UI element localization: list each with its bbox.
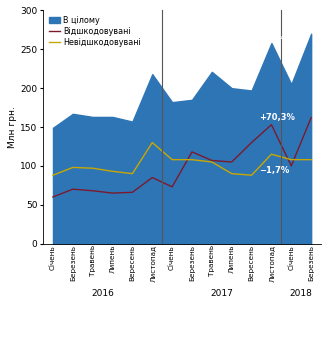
Legend: В цілому, Відшкодовувані, Невідшкодовувані: В цілому, Відшкодовувані, Невідшкодовува… bbox=[47, 15, 143, 49]
Text: 2016: 2016 bbox=[91, 289, 114, 298]
Text: +27,9%: +27,9% bbox=[262, 31, 299, 40]
Text: −1,7%: −1,7% bbox=[260, 166, 290, 175]
Text: 2018: 2018 bbox=[290, 289, 313, 298]
Y-axis label: Млн грн.: Млн грн. bbox=[9, 106, 18, 148]
Text: 2017: 2017 bbox=[210, 289, 233, 298]
Text: +70,3%: +70,3% bbox=[260, 113, 295, 122]
